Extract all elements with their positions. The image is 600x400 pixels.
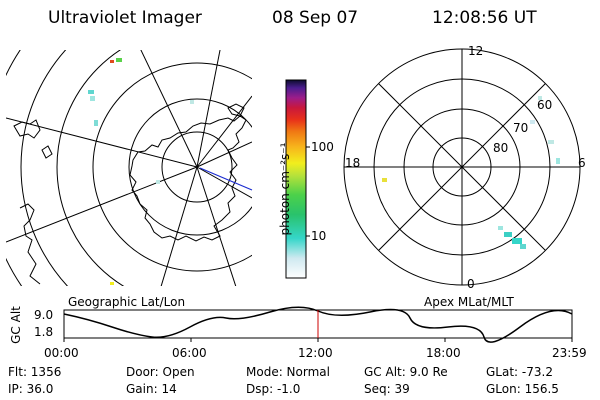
xtick-1200: 12:00 <box>298 346 333 360</box>
colorbar <box>285 79 307 279</box>
xtick-1800: 18:00 <box>426 346 461 360</box>
gain-value: Gain: 14 <box>126 382 177 396</box>
left-emission-dots <box>88 58 194 285</box>
app-title: Ultraviolet Imager <box>48 8 202 28</box>
colorbar-unit-label: photon cm⁻²s⁻¹ <box>278 142 292 236</box>
altitude-plot <box>63 306 573 343</box>
geographic-map <box>6 50 252 286</box>
xtick-0600: 06:00 <box>172 346 207 360</box>
glon-value: GLon: 156.5 <box>486 382 559 396</box>
xtick-0000: 00:00 <box>44 346 79 360</box>
date-label: 08 Sep 07 <box>272 8 359 28</box>
altitude-ylabel: GC Alt <box>9 306 23 344</box>
xtick-2359: 23:59 <box>552 346 587 360</box>
mlt-label-18: 18 <box>345 156 361 170</box>
right-map-caption: Apex MLat/MLT <box>424 295 514 309</box>
altitude-ytick-low: 1.8 <box>34 325 54 339</box>
colorbar-tick-10: 10 <box>311 229 327 243</box>
mlt-label-12: 12 <box>468 44 484 58</box>
sun-direction-line <box>199 167 253 191</box>
door-status: Door: Open <box>126 365 195 379</box>
gc-alt-value: GC Alt: 9.0 Re <box>364 365 448 379</box>
flight-number: Flt: 1356 <box>8 365 62 379</box>
left-map-caption: Geographic Lat/Lon <box>68 295 186 309</box>
sequence-value: Seq: 39 <box>364 382 410 396</box>
colorbar-tick-100: 100 <box>311 140 334 154</box>
mlat-label-70: 70 <box>513 121 529 135</box>
dsp-value: Dsp: -1.0 <box>246 382 301 396</box>
altitude-ytick-high: 9.0 <box>34 308 54 322</box>
right-emission-dots <box>382 96 560 249</box>
time-label: 12:08:56 UT <box>432 8 537 28</box>
ip-value: IP: 36.0 <box>8 382 54 396</box>
mlat-label-80: 80 <box>493 141 509 155</box>
mlt-label-0: 0 <box>467 277 475 291</box>
glat-value: GLat: -73.2 <box>486 365 553 379</box>
mlt-label-6: 6 <box>578 156 586 170</box>
mode-value: Mode: Normal <box>246 365 330 379</box>
mlt-polar-map <box>343 48 581 286</box>
mlat-label-60: 60 <box>537 98 553 112</box>
